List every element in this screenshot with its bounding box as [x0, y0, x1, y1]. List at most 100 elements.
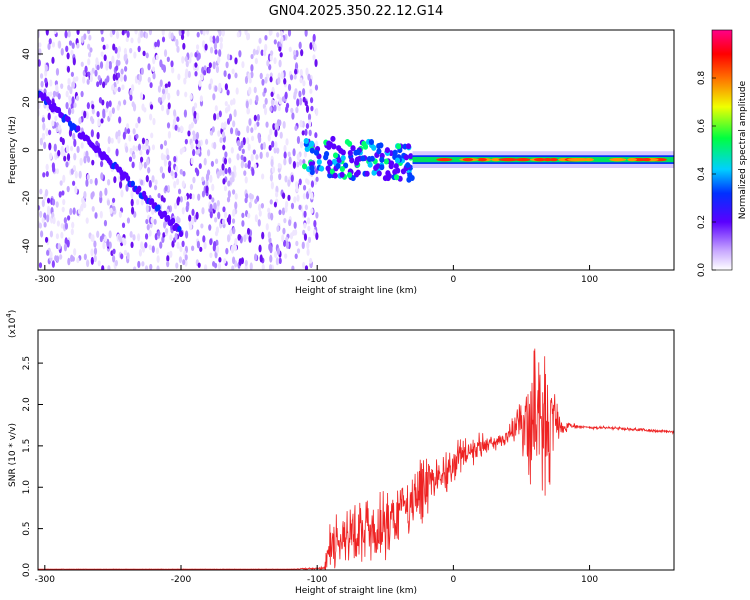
noise-blob	[78, 117, 82, 125]
noise-blob	[80, 142, 84, 149]
noise-blob	[137, 116, 141, 124]
noise-blob	[244, 176, 248, 184]
transition-blob	[392, 149, 398, 156]
noise-blob	[195, 139, 199, 145]
noise-blob	[113, 176, 117, 184]
noise-blob	[59, 180, 63, 186]
noise-blob	[270, 91, 274, 98]
noise-blob	[212, 35, 216, 44]
noise-blob	[256, 114, 260, 122]
noise-blob	[191, 216, 195, 226]
noise-blob	[96, 111, 100, 118]
chart-title: GN04.2025.350.22.12.G14	[269, 4, 444, 19]
noise-blob	[154, 179, 158, 186]
colorbar-tick-label: 0.2	[697, 215, 707, 229]
noise-blob	[49, 79, 53, 87]
noise-blob	[90, 192, 94, 200]
noise-blob	[305, 191, 310, 200]
chirp-point	[178, 230, 184, 238]
noise-blob	[298, 159, 303, 166]
noise-blob	[100, 30, 104, 35]
noise-blob	[115, 59, 119, 68]
noise-blob	[244, 30, 248, 36]
noise-blob	[307, 113, 312, 121]
noise-blob	[237, 130, 241, 137]
noise-blob	[281, 234, 285, 243]
noise-blob	[191, 208, 195, 216]
noise-blob	[271, 140, 275, 148]
noise-blob	[156, 255, 160, 263]
noise-blob	[294, 229, 298, 236]
noise-blob	[66, 65, 71, 73]
noise-blob	[39, 73, 44, 79]
noise-blob	[202, 30, 206, 36]
noise-blob	[315, 211, 319, 219]
noise-blob	[293, 49, 297, 57]
noise-blob	[140, 67, 144, 75]
noise-blob	[234, 57, 238, 65]
noise-blob	[284, 175, 288, 183]
noise-blob	[43, 221, 47, 228]
noise-blob	[101, 36, 105, 43]
noise-blob	[72, 165, 76, 171]
noise-blob	[60, 148, 65, 157]
noise-blob	[132, 103, 137, 112]
noise-blob	[106, 238, 110, 247]
noise-blob	[296, 161, 300, 168]
noise-blob	[305, 178, 309, 184]
noise-blob	[147, 63, 151, 71]
noise-blob	[302, 88, 306, 96]
noise-blob	[67, 77, 71, 84]
noise-blob	[42, 122, 46, 131]
noise-blob	[284, 205, 288, 213]
noise-blob	[118, 210, 122, 218]
noise-blob	[253, 163, 257, 169]
noise-blob	[264, 76, 268, 84]
noise-blob	[89, 178, 93, 185]
noise-blob	[225, 61, 229, 69]
noise-blob	[224, 151, 228, 158]
noise-blob	[41, 199, 45, 208]
noise-blob	[246, 125, 250, 134]
noise-blob	[221, 218, 226, 226]
noise-blob	[197, 148, 201, 154]
noise-blob	[122, 237, 126, 245]
noise-blob	[218, 168, 223, 177]
noise-blob	[65, 45, 69, 53]
noise-blob	[143, 161, 147, 169]
noise-blob	[221, 168, 226, 176]
noise-blob	[144, 32, 149, 39]
noise-blob	[144, 233, 149, 240]
noise-blob	[255, 154, 259, 160]
noise-blob	[147, 76, 151, 83]
noise-blob	[211, 126, 215, 133]
noise-blob	[103, 236, 108, 243]
noise-blob	[163, 140, 168, 147]
noise-blob	[227, 166, 232, 174]
noise-blob	[198, 79, 202, 87]
noise-blob	[214, 49, 218, 55]
noise-blob	[102, 44, 106, 50]
snr-panel: -300 -200 -100 0 100 0.0 0.5 1.0 1.5 2.0 2.5 Heigh…	[5, 310, 675, 596]
noise-blob	[211, 197, 215, 203]
noise-blob	[305, 67, 309, 76]
noise-blob	[287, 194, 291, 201]
noise-blob	[299, 97, 303, 106]
spec-x-tick-label: -100	[307, 275, 328, 285]
tone-core	[490, 158, 501, 162]
noise-blob	[46, 249, 50, 256]
noise-blob	[214, 158, 219, 165]
noise-blob	[226, 89, 230, 96]
noise-blob	[166, 56, 170, 62]
noise-blob	[57, 40, 62, 49]
noise-blob	[233, 165, 237, 173]
colorbar-frame	[711, 29, 733, 271]
noise-blob	[285, 106, 289, 113]
noise-blob	[138, 162, 142, 171]
noise-blob	[231, 189, 236, 195]
noise-blob	[66, 239, 70, 248]
noise-blob	[67, 257, 71, 266]
noise-blob	[249, 98, 253, 105]
noise-blob	[57, 93, 61, 100]
noise-blob	[124, 30, 128, 34]
